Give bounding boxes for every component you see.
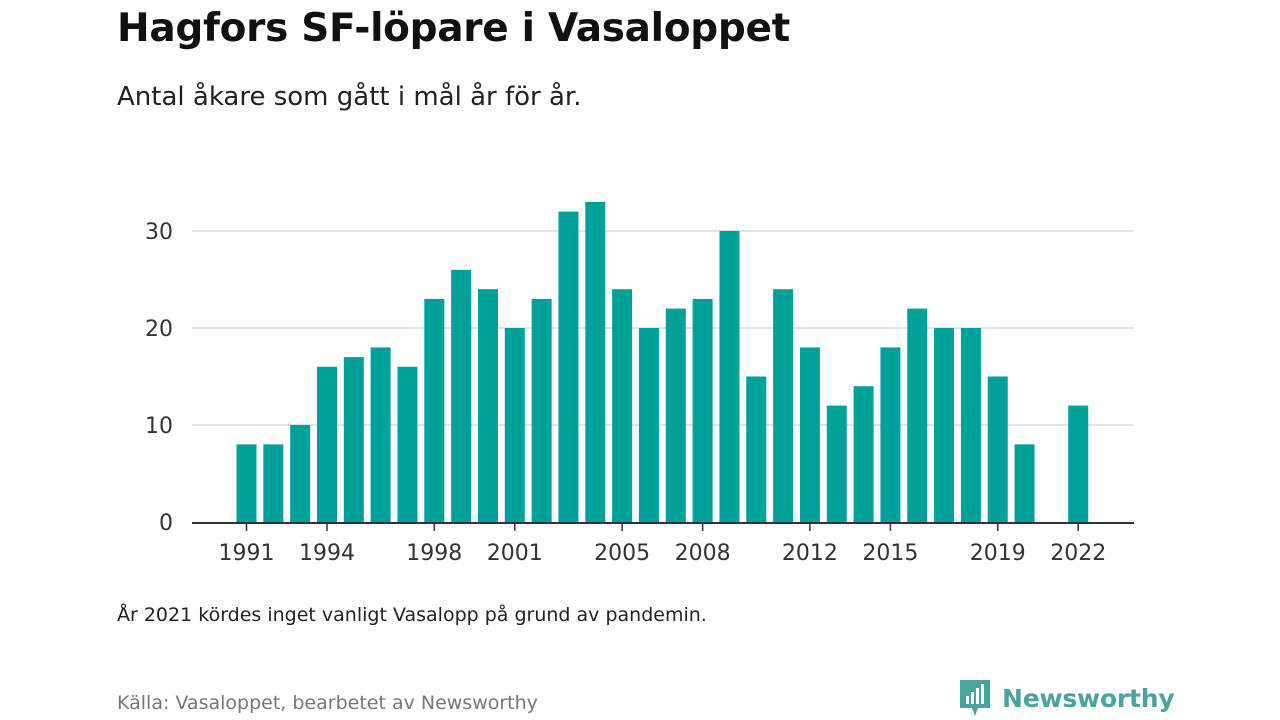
x-tick-label: 2005	[594, 541, 650, 566]
chart-subtitle: Antal åkare som gått i mål år för år.	[117, 82, 582, 112]
x-tick-label: 2001	[487, 541, 543, 566]
bar-1995	[343, 357, 364, 522]
bar-2015	[880, 347, 901, 522]
bar-2009	[719, 231, 740, 522]
bar-2005	[612, 289, 633, 522]
bar-2022	[1068, 405, 1089, 522]
bar-2003	[558, 211, 579, 522]
x-tick-label: 2019	[970, 541, 1026, 566]
brand-name: Newsworthy	[1002, 683, 1175, 713]
y-tick-label: 10	[145, 414, 173, 439]
source-credit: Källa: Vasaloppet, bearbetet av Newswort…	[117, 692, 538, 714]
x-tick-label: 2012	[782, 541, 838, 566]
y-tick-label: 0	[159, 511, 173, 536]
bar-1993	[290, 425, 311, 522]
bar-2006	[638, 328, 659, 522]
bar-1996	[370, 347, 391, 522]
bar-2004	[585, 201, 606, 522]
x-tick-label: 1994	[299, 541, 355, 566]
x-tick-label: 2015	[862, 541, 918, 566]
bar-2013	[826, 405, 847, 522]
bar-2020	[1014, 444, 1035, 522]
bar-2012	[799, 347, 820, 522]
bar-2017	[934, 328, 955, 522]
x-tick-label: 2008	[675, 541, 731, 566]
newsworthy-logo-icon	[960, 680, 990, 716]
bar-1992	[263, 444, 284, 522]
bar-1997	[397, 366, 418, 522]
bar-1999	[451, 269, 472, 522]
bar-1998	[424, 298, 445, 522]
bar-1991	[236, 444, 257, 522]
bar-2000	[477, 289, 498, 522]
bar-2010	[746, 376, 767, 522]
x-tick-label: 2022	[1050, 541, 1106, 566]
bar-2008	[692, 298, 713, 522]
x-tick-label: 1991	[219, 541, 275, 566]
y-tick-label: 30	[145, 220, 173, 245]
y-tick-label: 20	[145, 317, 173, 342]
bar-1994	[316, 366, 337, 522]
bar-2007	[665, 308, 686, 522]
bar-2018	[960, 328, 981, 522]
bar-2002	[531, 298, 552, 522]
x-tick-label: 1998	[406, 541, 462, 566]
chart-title: Hagfors SF-löpare i Vasaloppet	[117, 6, 790, 51]
bar-2011	[773, 289, 794, 522]
bar-2001	[504, 328, 525, 522]
bar-2016	[907, 308, 928, 522]
bar-2019	[987, 376, 1008, 522]
chart-note: År 2021 kördes inget vanligt Vasalopp på…	[117, 604, 707, 626]
bar-2014	[853, 386, 874, 522]
brand-logo-block: Newsworthy	[958, 678, 1175, 718]
